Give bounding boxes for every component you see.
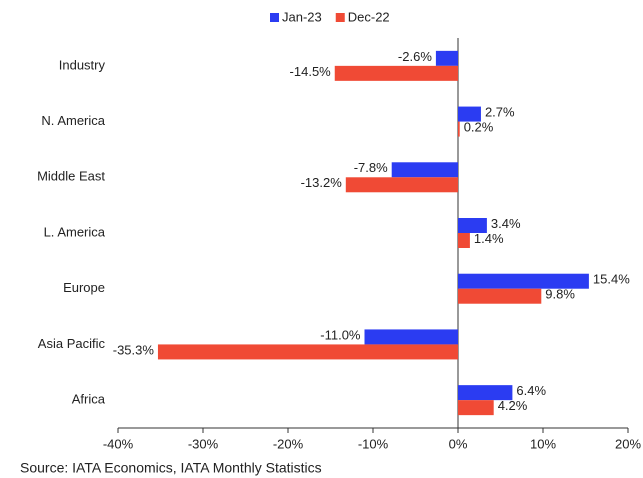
x-tick-label: -40% [103, 436, 134, 451]
value-label: -35.3% [113, 342, 155, 357]
bar [334, 65, 458, 81]
value-label: -13.2% [301, 175, 343, 190]
bar [435, 50, 458, 66]
legend-label: Dec-22 [348, 9, 390, 24]
bar [345, 177, 458, 193]
bar [391, 162, 458, 178]
legend-label: Jan-23 [282, 9, 322, 24]
bar [458, 218, 487, 233]
y-tick-label: Africa [72, 392, 106, 407]
value-label: 1.4% [474, 231, 504, 246]
bar [458, 121, 460, 137]
bar [458, 233, 470, 248]
bar [364, 329, 458, 345]
y-tick-label: L. America [44, 224, 106, 239]
y-tick-label: Industry [59, 57, 106, 72]
x-tick-label: -30% [188, 436, 219, 451]
value-label: -2.6% [398, 49, 432, 64]
y-tick-label: Asia Pacific [38, 336, 106, 351]
bar [458, 288, 542, 304]
bar [458, 385, 513, 401]
bar [157, 344, 458, 360]
y-tick-label: Europe [63, 280, 105, 295]
value-label: -14.5% [290, 64, 332, 79]
value-label: 9.8% [545, 287, 575, 302]
value-label: 3.4% [491, 216, 521, 231]
value-label: -7.8% [354, 160, 388, 175]
x-tick-label: 0% [449, 436, 468, 451]
x-tick-label: 10% [530, 436, 556, 451]
legend-swatch [335, 13, 345, 22]
value-label: 4.2% [498, 398, 528, 413]
y-tick-label: Middle East [37, 169, 105, 184]
value-label: 0.2% [464, 120, 494, 135]
legend-swatch [270, 13, 279, 22]
value-label: 2.7% [485, 105, 515, 120]
x-tick-label: 20% [615, 436, 641, 451]
x-tick-label: -20% [273, 436, 304, 451]
bar [458, 400, 494, 416]
source: Source: IATA Economics, IATA Monthly Sta… [20, 460, 322, 476]
bar [458, 106, 481, 122]
bar [458, 273, 589, 289]
value-label: 15.4% [593, 272, 630, 287]
x-tick-label: -10% [358, 436, 389, 451]
y-tick-label: N. America [41, 113, 105, 128]
value-label: 6.4% [516, 383, 546, 398]
value-label: -11.0% [320, 327, 361, 342]
